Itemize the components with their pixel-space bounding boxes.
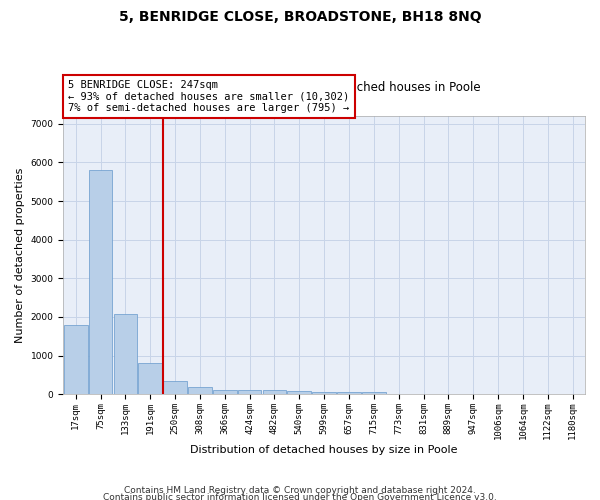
Text: Contains public sector information licensed under the Open Government Licence v3: Contains public sector information licen… [103,494,497,500]
Y-axis label: Number of detached properties: Number of detached properties [15,168,25,343]
Bar [113,314,137,394]
Bar [337,392,361,394]
Title: Size of property relative to detached houses in Poole: Size of property relative to detached ho… [168,81,481,94]
Bar [313,392,336,394]
Text: 5 BENRIDGE CLOSE: 247sqm
← 93% of detached houses are smaller (10,302)
7% of sem: 5 BENRIDGE CLOSE: 247sqm ← 93% of detach… [68,80,350,114]
Bar [287,392,311,394]
Bar [362,392,386,394]
Bar [213,390,236,394]
Text: 5, BENRIDGE CLOSE, BROADSTONE, BH18 8NQ: 5, BENRIDGE CLOSE, BROADSTONE, BH18 8NQ [119,10,481,24]
Bar [139,364,162,394]
Text: Contains HM Land Registry data © Crown copyright and database right 2024.: Contains HM Land Registry data © Crown c… [124,486,476,495]
Bar [89,170,112,394]
Bar [64,326,88,394]
Bar [263,390,286,394]
Bar [163,381,187,394]
Bar [238,390,262,394]
X-axis label: Distribution of detached houses by size in Poole: Distribution of detached houses by size … [190,445,458,455]
Bar [188,387,212,394]
